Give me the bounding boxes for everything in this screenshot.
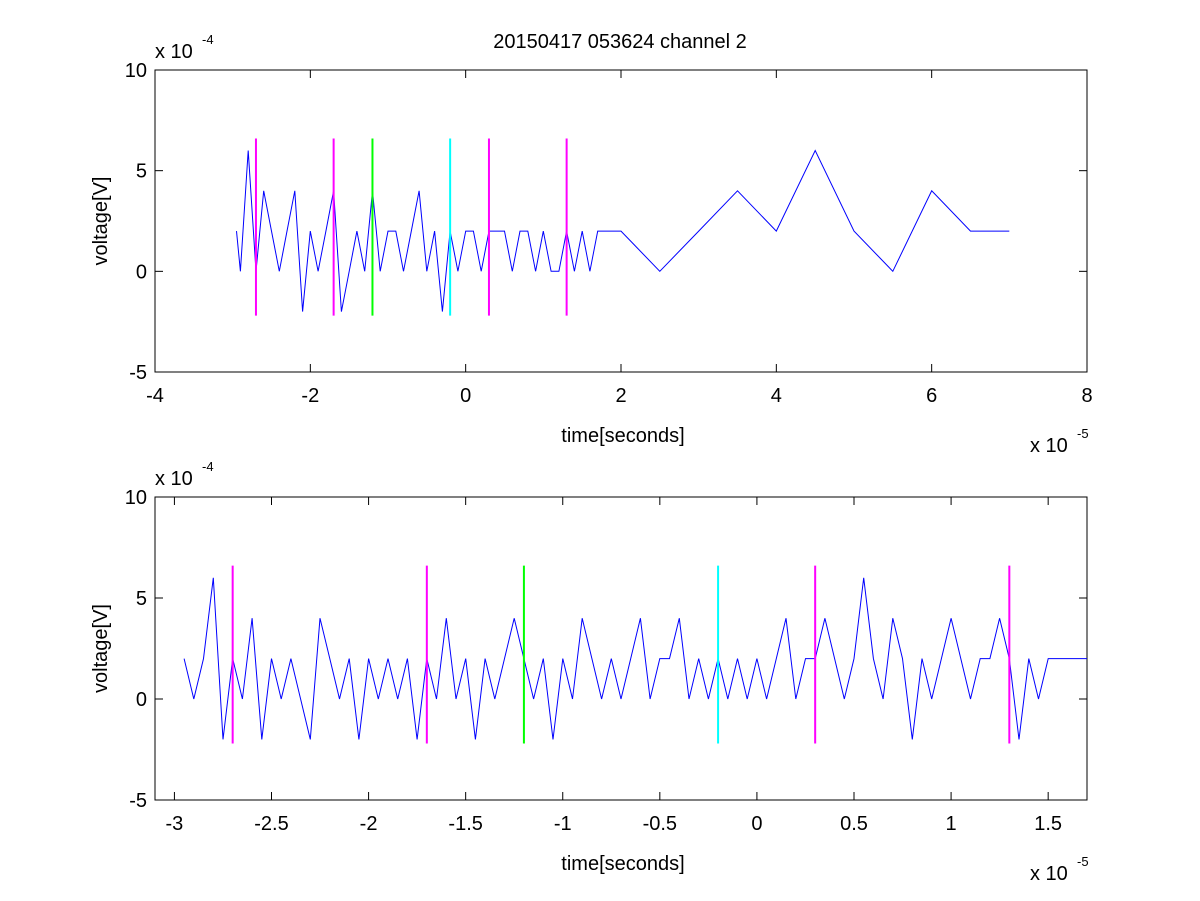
series-line (236, 149, 1010, 312)
x-axis-label: time[seconds] (561, 853, 684, 875)
x-tick-label: -2 (360, 813, 378, 835)
chart-panel-top: -4 -2 0 2 4 6 8 -5 0 5 10 time[seconds] voltage[V] x … (90, 32, 1093, 457)
x-tick-label: 2 (615, 385, 626, 407)
y-axis-multiplier: x 10 (155, 41, 193, 63)
y-axis-multiplier-exponent: -4 (202, 32, 214, 47)
y-tick-label: 0 (136, 689, 147, 711)
x-tick-label: -4 (146, 385, 164, 407)
x-tick-label: 4 (771, 385, 782, 407)
x-tick-label: 8 (1081, 385, 1092, 407)
x-axis-multiplier: x 10 (1030, 435, 1068, 457)
y-tick-label: -5 (129, 362, 147, 384)
x-tick-label: -1 (554, 813, 572, 835)
plot-area (154, 69, 1088, 373)
x-tick-label: 6 (926, 385, 937, 407)
x-tick-label: -0.5 (643, 813, 677, 835)
plot-data-layer (183, 565, 1087, 744)
figure-title: 20150417 053624 channel 2 (493, 31, 747, 53)
y-tick-label: 5 (136, 161, 147, 183)
series-line (183, 577, 1087, 740)
y-axis-multiplier: x 10 (155, 468, 193, 490)
x-axis-multiplier-exponent: -5 (1077, 854, 1089, 869)
y-axis-label: voltage[V] (90, 604, 112, 693)
x-tick-label: 1.5 (1034, 813, 1062, 835)
x-tick-label: 0 (460, 385, 471, 407)
plot-data-layer (236, 138, 1010, 316)
x-tick-label: 0 (751, 813, 762, 835)
chart-panel-bottom: -3 -2.5 -2 -1.5 -1 -0.5 0 0.5 1 1.5 -5 0 5 10 time[sec… (90, 459, 1089, 885)
x-tick-label: -1.5 (448, 813, 482, 835)
y-axis-label: voltage[V] (90, 177, 112, 266)
y-tick-label: 5 (136, 588, 147, 610)
x-axis-multiplier-exponent: -5 (1077, 426, 1089, 441)
x-tick-label: -2 (301, 385, 319, 407)
x-tick-label: -2.5 (254, 813, 288, 835)
x-axis-label: time[seconds] (561, 425, 684, 447)
x-axis-multiplier: x 10 (1030, 863, 1068, 885)
x-tick-label: -3 (166, 813, 184, 835)
x-tick-label: 0.5 (840, 813, 868, 835)
y-tick-label: -5 (129, 790, 147, 812)
y-tick-label: 0 (136, 261, 147, 283)
y-axis-multiplier-exponent: -4 (202, 459, 214, 474)
y-tick-label: 10 (125, 60, 147, 82)
plot-area (154, 496, 1088, 801)
y-tick-label: 10 (125, 487, 147, 509)
x-tick-label: 1 (946, 813, 957, 835)
